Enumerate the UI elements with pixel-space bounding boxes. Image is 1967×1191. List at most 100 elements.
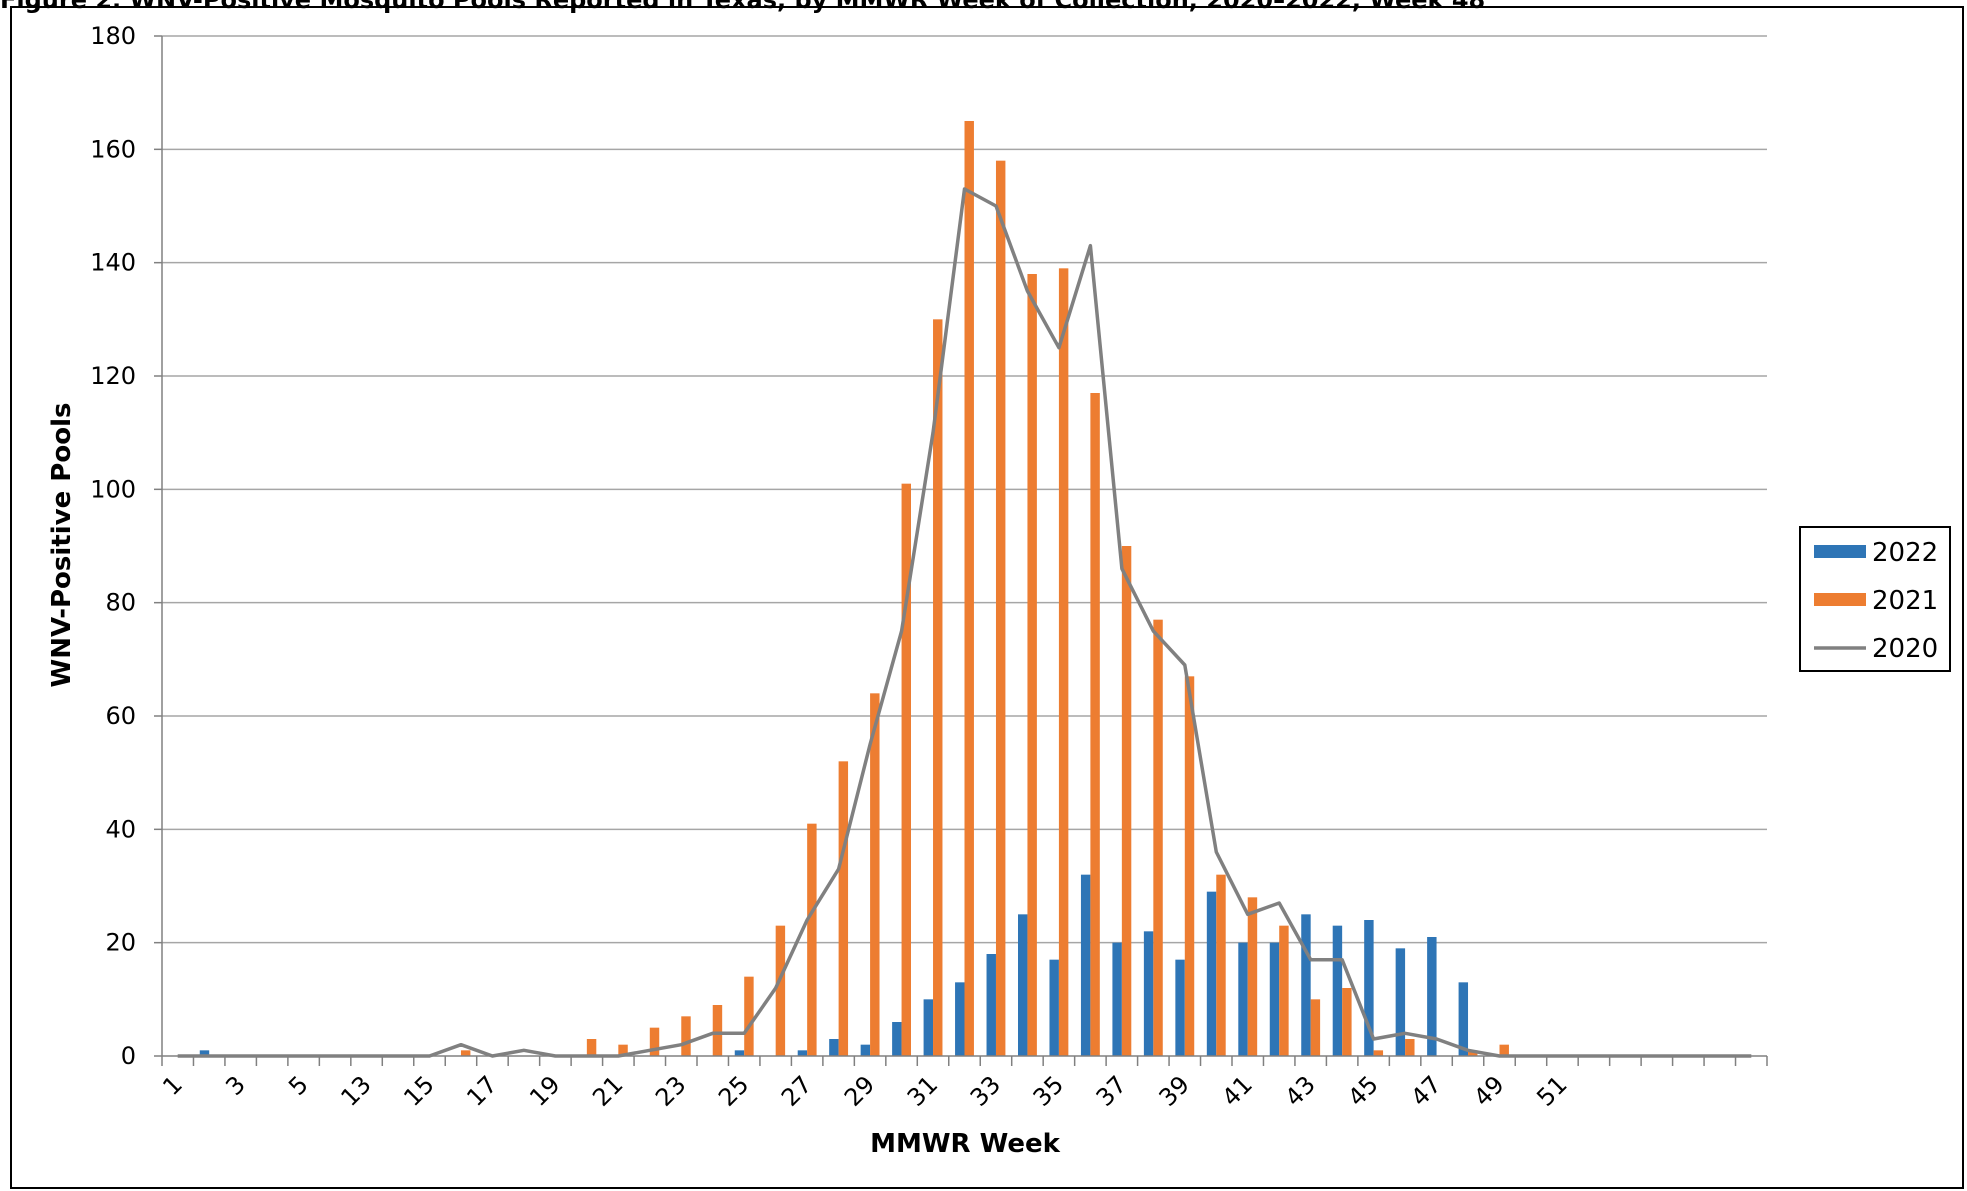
bar-2021-week-21 [807,823,817,1056]
x-tick-label: 47 [1405,1070,1446,1111]
bar-2021-week-28 [1027,274,1037,1056]
bar-2022-week-19 [734,1050,745,1056]
x-tick-label: 19 [524,1070,565,1111]
bar-2021-week-19 [744,976,754,1056]
bar-2021-week-20 [775,925,786,1056]
y-tick-label: 120 [90,362,136,390]
bar-2022-week-34 [1206,891,1217,1056]
bar-2022-week-42 [1458,982,1469,1056]
x-tick-label: 27 [776,1070,817,1111]
bar-2021-week-29 [1058,268,1069,1056]
bar-2022-week-27 [986,954,996,1056]
bar-2021-week-33 [1184,676,1195,1056]
bar-2022-week-30 [1080,874,1091,1056]
x-tick-label: 49 [1468,1070,1509,1111]
x-tick-label: 25 [713,1070,754,1111]
y-tick-label: 100 [90,475,136,503]
y-axis-title: WNV-Positive Pools [47,403,77,688]
bar-2021-week-16 [649,1027,660,1056]
bar-2021-week-38 [1342,988,1352,1056]
x-axis-title: MMWR Week [870,1129,1061,1159]
bar-2022-week-41 [1427,937,1437,1056]
bar-2021-week-42 [1468,1050,1478,1056]
legend-label-2020: 2020 [1872,634,1938,664]
bar-2022-week-39 [1364,920,1374,1056]
bar-2022-week-22 [829,1039,839,1056]
bar-2021-week-39 [1373,1050,1384,1056]
x-tick-label: 13 [335,1070,376,1111]
x-tick-label: 39 [1154,1070,1195,1111]
line-2020 [177,187,1752,1058]
x-tick-label: 15 [398,1070,439,1111]
bar-2021-week-10 [460,1050,471,1056]
bar-2022-week-29 [1049,959,1059,1056]
bar-2022-week-40 [1395,948,1406,1056]
bar-2022-week-28 [1018,914,1028,1056]
x-tick-label: 41 [1217,1070,1258,1111]
legend: 2022 2021 2020 [1799,526,1951,672]
x-tick-label: 23 [650,1070,691,1111]
legend-swatch-2022 [1814,545,1866,558]
bar-2021-week-35 [1247,897,1258,1056]
x-tick-label: 31 [902,1070,943,1111]
bar-2022-week-32 [1143,931,1154,1056]
bar-2021-week-40 [1405,1039,1415,1056]
bar-2021-week-27 [995,160,1006,1056]
bar-2021-week-36 [1279,925,1289,1056]
bar-2021-week-15 [618,1044,628,1056]
bar-2022-week-26 [955,982,965,1056]
bar-2022-week-31 [1112,942,1122,1056]
x-tick-label: 29 [839,1070,880,1111]
bar-2022-week-24 [892,1022,902,1056]
chart-frame [10,6,1964,1189]
bar-2021-week-23 [870,693,880,1056]
bar-2021-week-37 [1310,999,1321,1056]
bar-2021-week-22 [838,761,849,1056]
bars [199,121,1509,1057]
bar-2021-week-14 [586,1039,597,1056]
bar-2021-week-32 [1153,619,1163,1056]
x-tick-label: 43 [1280,1070,1321,1111]
bar-2022-week-35 [1238,942,1248,1056]
bar-2021-week-30 [1090,393,1100,1056]
y-tick-label: 60 [105,702,136,730]
x-tick-label: 37 [1091,1070,1132,1111]
bar-2022-week-36 [1269,942,1280,1056]
y-tick-label: 180 [90,22,136,50]
x-tick-label: 17 [461,1070,502,1111]
x-tick-label: 3 [220,1070,251,1101]
bar-2021-week-17 [681,1016,691,1056]
bar-2021-week-34 [1216,874,1226,1056]
bar-2022-week-23 [860,1044,871,1056]
bar-2021-week-26 [964,121,974,1056]
x-tick-label: 21 [587,1070,628,1111]
x-tick-label: 33 [965,1070,1006,1111]
bar-2021-week-31 [1121,546,1132,1056]
x-tick-label: 5 [283,1070,314,1101]
x-tick-label: 45 [1342,1070,1383,1111]
bar-2021-week-18 [712,1005,723,1056]
legend-label-2022: 2022 [1872,538,1938,568]
bar-2022-week-25 [923,999,934,1056]
bar-2022-week-21 [797,1050,808,1056]
y-tick-label: 160 [90,135,136,163]
bar-2022-week-38 [1332,925,1343,1056]
legend-label-2021: 2021 [1872,586,1938,616]
y-tick-label: 0 [121,1042,136,1070]
x-tick-label: 51 [1531,1070,1572,1111]
y-tick-label: 80 [105,589,136,617]
line-series [177,187,1752,1058]
bar-2022-week-33 [1175,959,1185,1056]
bar-2021-week-43 [1499,1044,1509,1056]
y-tick-label: 20 [105,929,136,957]
bar-2021-week-24 [901,483,911,1057]
x-tick-label: 35 [1028,1070,1069,1111]
bar-2022-week-2 [199,1050,210,1056]
y-tick-label: 40 [105,815,136,843]
x-tick-label: 1 [157,1070,188,1101]
bar-2022-week-37 [1301,914,1311,1056]
y-tick-label: 140 [90,249,136,277]
legend-swatch-2021 [1814,593,1866,606]
